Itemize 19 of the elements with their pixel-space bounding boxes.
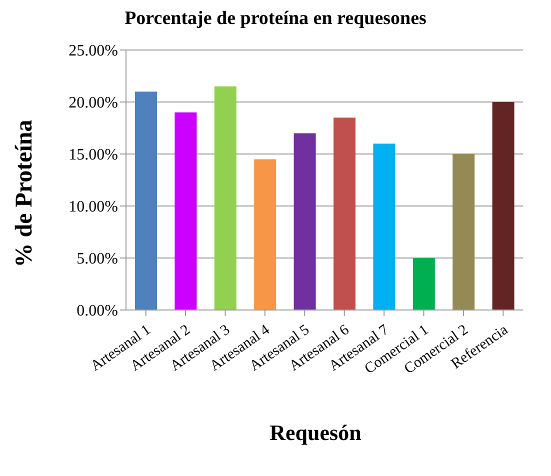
bar <box>334 118 356 310</box>
y-tick-label: 20.00% <box>68 94 118 112</box>
y-axis-title: % de Proteína <box>12 119 38 267</box>
chart-title: Porcentaje de proteína en requesones <box>124 8 428 30</box>
y-tick-label: 15.00% <box>68 146 118 164</box>
y-tick-label: 0.00% <box>76 302 118 320</box>
bar <box>452 154 475 310</box>
bar <box>214 86 236 310</box>
bar <box>492 102 514 310</box>
bar <box>412 258 435 310</box>
bar <box>254 159 276 310</box>
bar <box>174 112 197 310</box>
y-tick-label: 25.00% <box>68 42 118 60</box>
bar <box>294 133 316 310</box>
bar <box>135 92 157 310</box>
y-tick-label: 5.00% <box>76 250 118 268</box>
y-tick-label: 10.00% <box>68 198 118 216</box>
x-axis-title: Requesón <box>268 420 362 446</box>
bar <box>373 144 396 310</box>
